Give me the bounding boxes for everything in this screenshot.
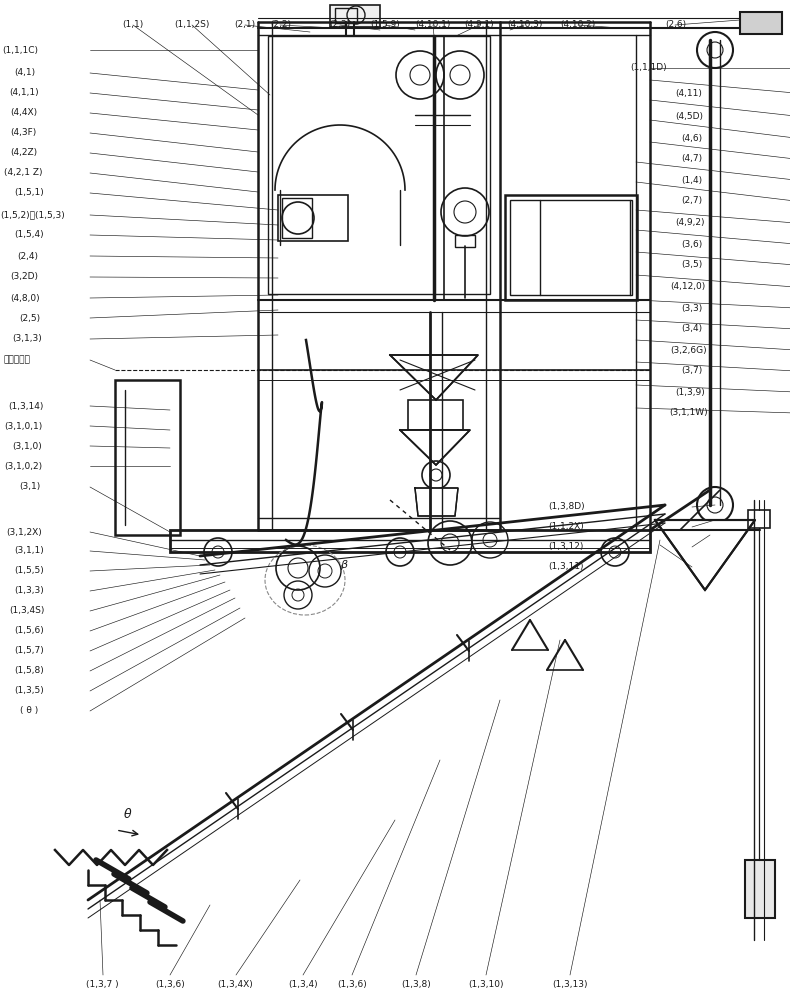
Text: (4,11): (4,11): [675, 89, 702, 98]
Text: (2,6): (2,6): [665, 20, 686, 29]
Text: (3,1,0,2): (3,1,0,2): [4, 462, 42, 471]
Text: (1,3,8D): (1,3,8D): [548, 502, 585, 512]
Polygon shape: [415, 488, 458, 516]
Polygon shape: [390, 355, 478, 400]
Text: ( θ ): ( θ ): [20, 706, 38, 716]
Bar: [278, 195, 348, 241]
Text: (1,3,14): (1,3,14): [8, 401, 43, 410]
Text: (4,4X): (4,4X): [10, 108, 37, 117]
Text: (1,3,11): (1,3,11): [548, 562, 584, 572]
Text: (1,3,10): (1,3,10): [468, 980, 503, 988]
Polygon shape: [400, 430, 470, 465]
Text: 静态海平面: 静态海平面: [4, 356, 31, 364]
Text: (4,1): (4,1): [14, 68, 36, 78]
Bar: [745, 860, 775, 918]
Bar: [335, 8, 357, 23]
Text: (3,2D): (3,2D): [10, 272, 38, 282]
Text: (2,2): (2,2): [270, 20, 291, 29]
Text: (3,4): (3,4): [681, 324, 702, 334]
Bar: [408, 400, 463, 430]
Bar: [740, 12, 782, 34]
Text: (1,4): (1,4): [681, 176, 702, 184]
Text: (2,1): (2,1): [235, 20, 255, 29]
Text: (4,6): (4,6): [681, 133, 702, 142]
Text: (1,5,4): (1,5,4): [14, 231, 44, 239]
Text: (1,5,5): (1,5,5): [14, 566, 44, 576]
Text: (3,5): (3,5): [681, 260, 702, 269]
Text: (1,3,6): (1,3,6): [155, 980, 185, 988]
Text: (1,3,8): (1,3,8): [401, 980, 431, 988]
Text: (3,6): (3,6): [681, 239, 702, 248]
Bar: [115, 380, 180, 535]
Text: (4,9,2): (4,9,2): [675, 219, 705, 228]
Text: β: β: [340, 560, 347, 570]
Text: (1,3,6): (1,3,6): [337, 980, 367, 988]
Text: (4,2,1 Z): (4,2,1 Z): [4, 168, 43, 178]
Text: θ: θ: [124, 808, 132, 821]
Text: (1,5,7): (1,5,7): [14, 647, 44, 656]
Text: (1,5,2)、(1,5,3): (1,5,2)、(1,5,3): [0, 211, 65, 220]
Text: (4,10,3): (4,10,3): [507, 20, 542, 29]
Polygon shape: [655, 520, 755, 590]
Text: (1,1,1D): (1,1,1D): [630, 63, 667, 72]
Text: (1,3,5): (1,3,5): [14, 686, 44, 696]
Text: (3,3): (3,3): [681, 304, 702, 312]
Text: (1,5,6): (1,5,6): [14, 626, 44, 636]
Text: (3,7): (3,7): [681, 366, 702, 375]
Text: (4,9,1): (4,9,1): [464, 20, 494, 29]
Text: (1,1,1C): (1,1,1C): [2, 45, 39, 54]
Text: (1,3,7 ): (1,3,7 ): [86, 980, 119, 988]
Text: (4,12,0): (4,12,0): [671, 282, 706, 292]
Text: (4,10,1): (4,10,1): [416, 20, 450, 29]
Text: (4,10,2): (4,10,2): [560, 20, 595, 29]
Bar: [455, 235, 475, 247]
Text: (3,1): (3,1): [20, 483, 41, 491]
Text: (2,7): (2,7): [681, 196, 702, 206]
Text: (1,1): (1,1): [122, 20, 143, 29]
Text: (1,5,8): (1,5,8): [14, 666, 44, 676]
Bar: [510, 200, 632, 295]
Text: (1,3,4): (1,3,4): [288, 980, 318, 988]
Bar: [505, 195, 637, 300]
Text: (4,5D): (4,5D): [675, 111, 703, 120]
Text: (1,3,13): (1,3,13): [553, 980, 588, 988]
Text: (4,7): (4,7): [681, 154, 702, 163]
Text: (1,3,9): (1,3,9): [675, 387, 705, 396]
Text: (3,1,0): (3,1,0): [13, 442, 43, 450]
Text: (1,1,2X): (1,1,2X): [548, 522, 584, 532]
Bar: [282, 198, 312, 238]
Text: (3,1,1W): (3,1,1W): [669, 408, 708, 418]
Text: (3,1,2X): (3,1,2X): [6, 528, 42, 536]
Text: (4,1,1): (4,1,1): [9, 89, 40, 98]
Text: (1,3,3): (1,3,3): [14, 586, 44, 595]
Text: (1,3,12): (1,3,12): [548, 542, 584, 552]
Bar: [170, 530, 650, 552]
Bar: [330, 5, 380, 27]
Text: (1,5,1): (1,5,1): [14, 188, 44, 198]
Text: (1,3,4X): (1,3,4X): [217, 980, 254, 988]
Text: (2,3): (2,3): [329, 20, 350, 29]
Bar: [748, 510, 770, 528]
Text: (3,1,0,1): (3,1,0,1): [4, 422, 42, 430]
Text: (2,4): (2,4): [17, 251, 39, 260]
Text: (4,8,0): (4,8,0): [10, 294, 40, 302]
Bar: [268, 36, 490, 294]
Text: (3,1,3): (3,1,3): [13, 334, 43, 344]
Text: (1,1,2S): (1,1,2S): [175, 20, 209, 29]
Text: (1,5,9): (1,5,9): [370, 20, 400, 29]
Text: (1,3,4S): (1,3,4S): [9, 606, 45, 615]
Text: (3,1,1): (3,1,1): [14, 546, 44, 556]
Text: (3,2,6G): (3,2,6G): [671, 346, 707, 355]
Text: (2,5): (2,5): [20, 314, 41, 322]
Text: (4,2Z): (4,2Z): [10, 148, 37, 157]
Text: (4,3F): (4,3F): [10, 128, 36, 137]
